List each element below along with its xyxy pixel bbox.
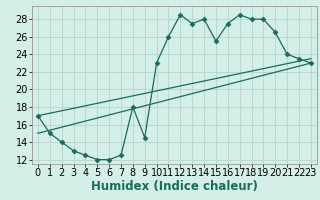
X-axis label: Humidex (Indice chaleur): Humidex (Indice chaleur) bbox=[91, 180, 258, 193]
